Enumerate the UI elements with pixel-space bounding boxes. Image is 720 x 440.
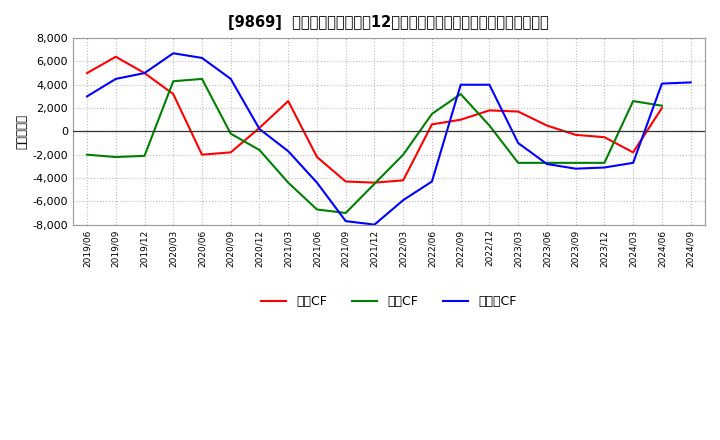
フリーCF [198, 55, 207, 61]
投資CF [112, 154, 120, 160]
投資CF [255, 147, 264, 153]
フリーCF [112, 76, 120, 81]
フリーCF [312, 180, 321, 185]
投資CF [428, 111, 436, 117]
営業CF [485, 108, 494, 113]
フリーCF [341, 219, 350, 224]
営業CF [514, 109, 523, 114]
フリーCF [370, 222, 379, 227]
営業CF [543, 123, 552, 128]
投資CF [485, 123, 494, 128]
フリーCF [284, 149, 292, 154]
投資CF [370, 181, 379, 187]
フリーCF [399, 198, 408, 203]
フリーCF [572, 166, 580, 171]
投資CF [198, 76, 207, 81]
フリーCF [600, 165, 608, 170]
フリーCF [543, 161, 552, 167]
投資CF [226, 131, 235, 136]
フリーCF [83, 94, 91, 99]
投資CF [572, 160, 580, 165]
営業CF [255, 125, 264, 131]
フリーCF [428, 179, 436, 184]
営業CF [399, 178, 408, 183]
Line: フリーCF: フリーCF [87, 53, 690, 225]
Line: 営業CF: 営業CF [87, 57, 662, 183]
営業CF [629, 150, 637, 155]
投資CF [600, 160, 608, 165]
フリーCF [226, 76, 235, 81]
フリーCF [456, 82, 465, 88]
投資CF [83, 152, 91, 158]
営業CF [657, 106, 666, 111]
フリーCF [657, 81, 666, 86]
投資CF [399, 152, 408, 158]
営業CF [226, 150, 235, 155]
営業CF [456, 117, 465, 122]
営業CF [284, 99, 292, 104]
Title: [9869]  キャッシュフローの12か月移動合計の対前年同期増減額の推移: [9869] キャッシュフローの12か月移動合計の対前年同期増減額の推移 [228, 15, 549, 30]
営業CF [83, 70, 91, 76]
フリーCF [169, 51, 178, 56]
フリーCF [140, 70, 149, 76]
投資CF [543, 160, 552, 165]
フリーCF [485, 82, 494, 88]
営業CF [600, 135, 608, 140]
投資CF [284, 180, 292, 185]
投資CF [169, 79, 178, 84]
投資CF [514, 160, 523, 165]
フリーCF [255, 126, 264, 132]
投資CF [312, 207, 321, 212]
営業CF [169, 92, 178, 97]
営業CF [341, 179, 350, 184]
Y-axis label: （百万円）: （百万円） [15, 114, 28, 149]
投資CF [629, 99, 637, 104]
Legend: 営業CF, 投資CF, フリーCF: 営業CF, 投資CF, フリーCF [261, 295, 516, 308]
フリーCF [686, 80, 695, 85]
フリーCF [514, 140, 523, 146]
フリーCF [629, 160, 637, 165]
営業CF [428, 122, 436, 127]
営業CF [370, 180, 379, 185]
Line: 投資CF: 投資CF [87, 79, 662, 213]
営業CF [572, 132, 580, 138]
投資CF [657, 103, 666, 108]
営業CF [198, 152, 207, 158]
投資CF [456, 92, 465, 97]
営業CF [312, 154, 321, 160]
投資CF [341, 210, 350, 216]
営業CF [112, 54, 120, 59]
投資CF [140, 153, 149, 158]
営業CF [140, 70, 149, 76]
